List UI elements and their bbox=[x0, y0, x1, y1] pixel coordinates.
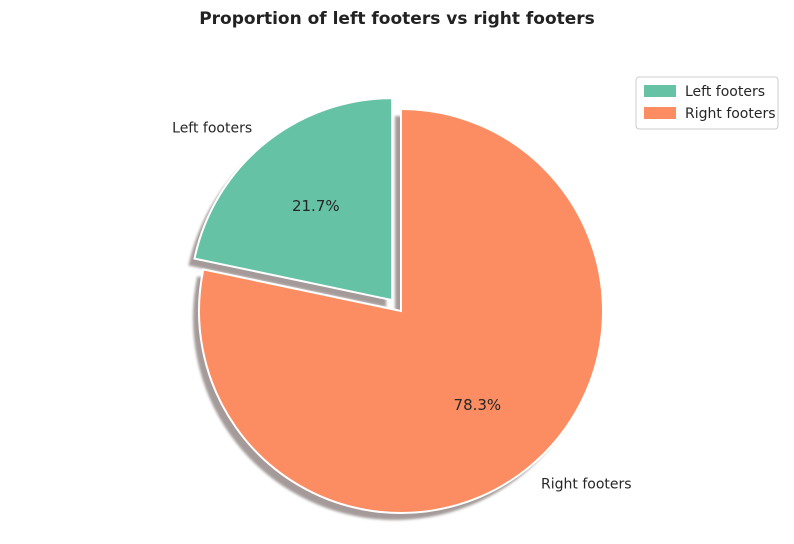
legend: Left footers Right footers bbox=[635, 76, 779, 130]
pie-slices bbox=[193, 97, 604, 514]
pie-slice-right-footers bbox=[198, 107, 604, 514]
slice-label-left-footers: Left footers bbox=[172, 121, 252, 137]
pie-slice-left-footers bbox=[193, 97, 394, 302]
chart-title: Proportion of left footers vs right foot… bbox=[199, 9, 595, 29]
legend-swatch-left-footers bbox=[644, 85, 676, 97]
pct-label-left-footers: 21.7% bbox=[292, 197, 340, 215]
legend-swatch-right-footers bbox=[644, 107, 676, 119]
pct-label-right-footers: 78.3% bbox=[454, 396, 502, 414]
slice-labels: 21.7% Left footers 78.3% Right footers bbox=[172, 121, 631, 493]
legend-label-right-footers: Right footers bbox=[685, 106, 776, 122]
slice-label-right-footers: Right footers bbox=[541, 477, 632, 493]
legend-label-left-footers: Left footers bbox=[685, 84, 765, 100]
